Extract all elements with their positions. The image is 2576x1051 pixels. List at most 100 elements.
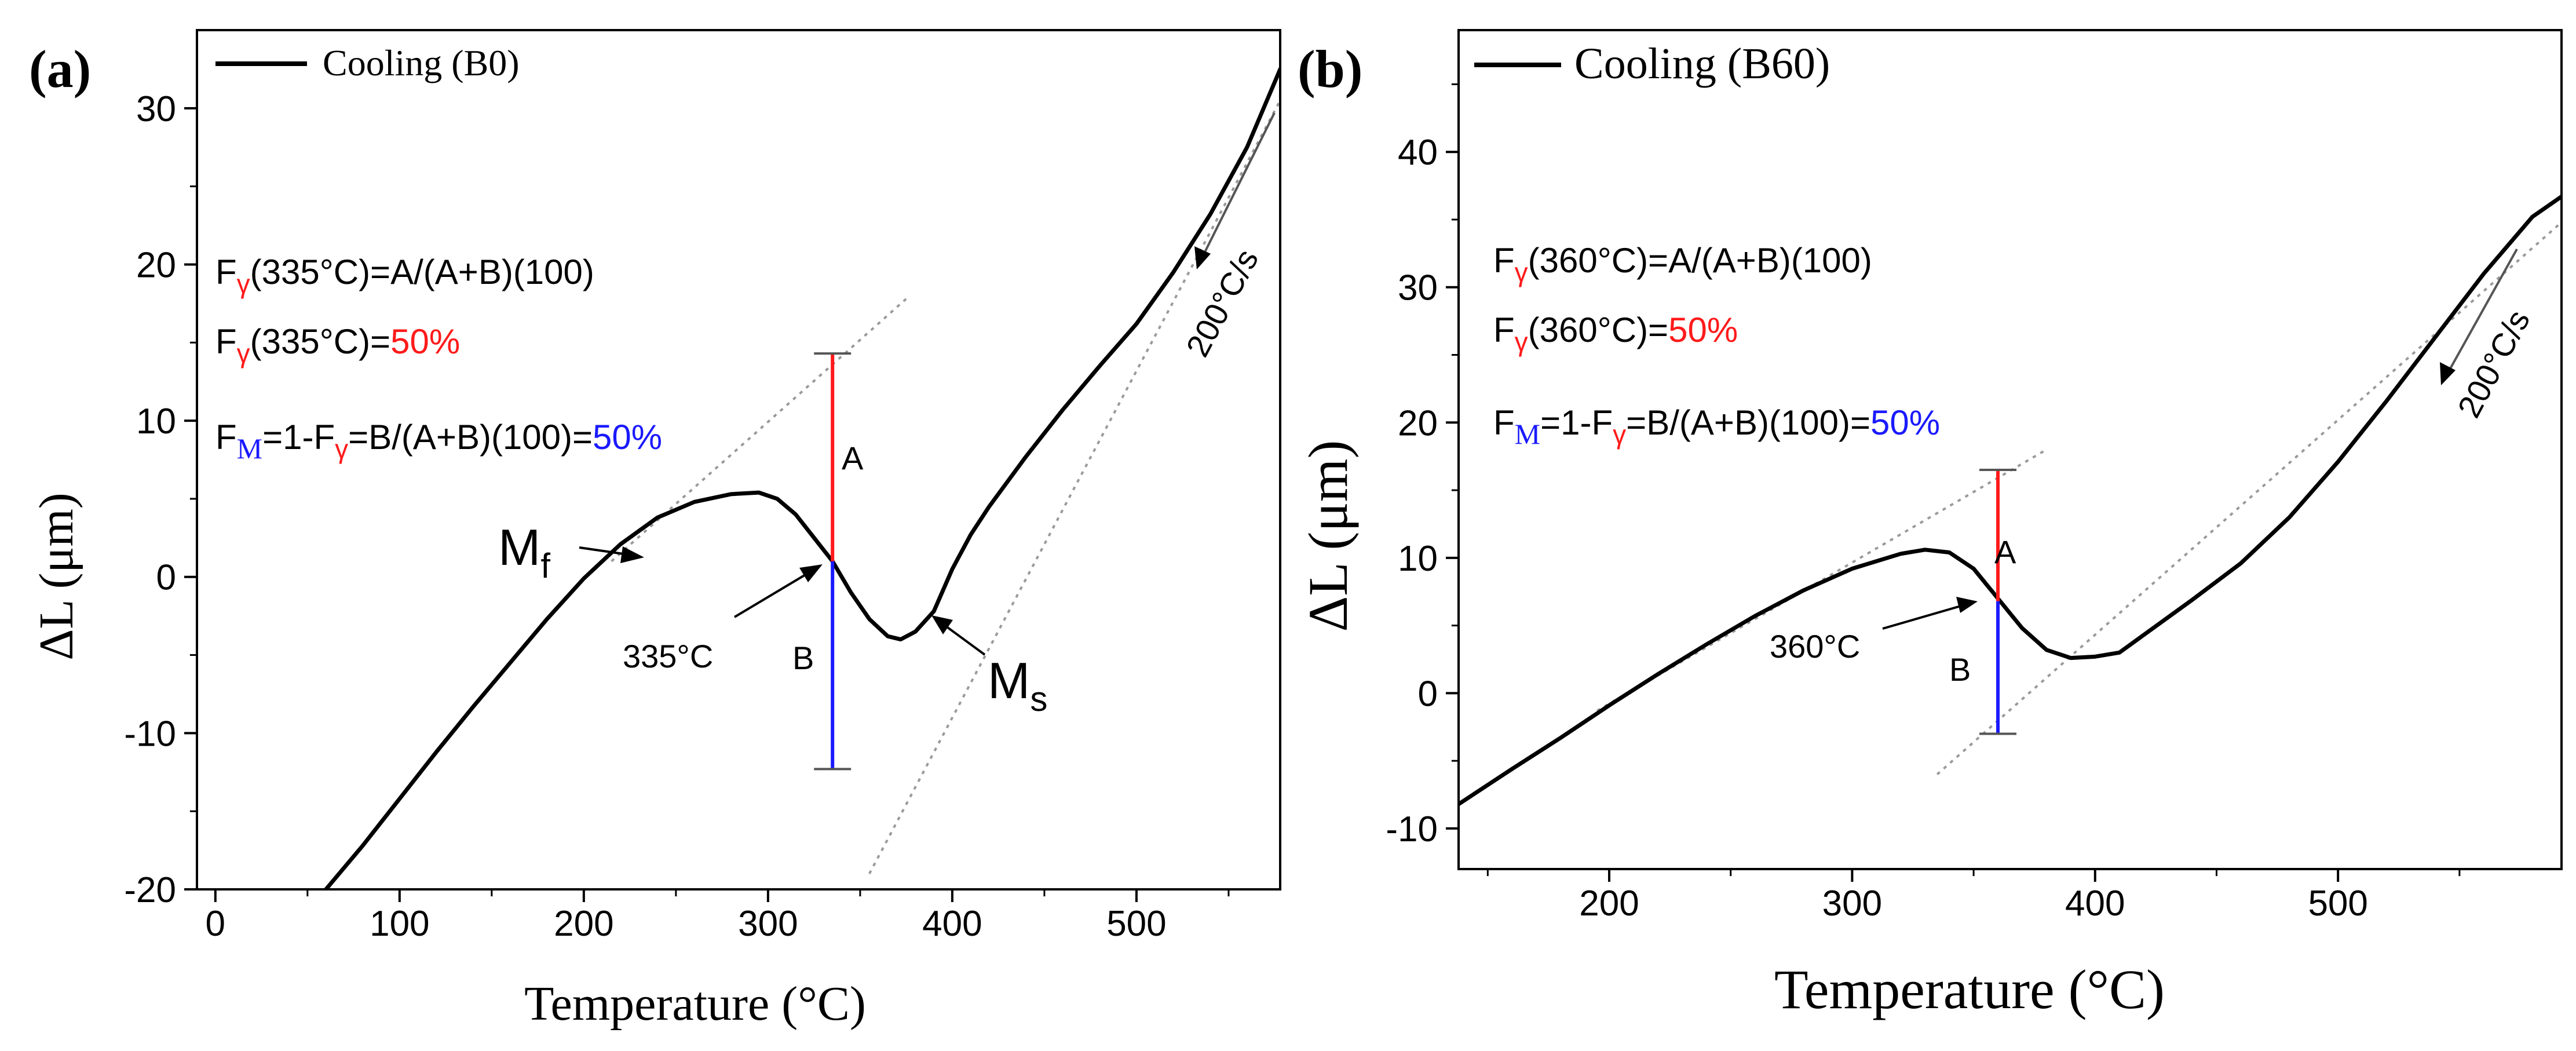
y-tick-label: -10 [124,714,176,754]
panel-b-axes: 200 300 400 500 -10 0 10 20 30 40 [1386,29,2563,924]
panel-b-label-b: B [1949,651,1971,688]
x-tick-label: 400 [2065,884,2125,924]
panel-a-label-a: A [842,440,864,476]
panel-b-label-a: A [1994,534,2016,570]
panel-a-legend-text: Cooling (B0) [323,42,520,83]
tangent-line-2 [868,100,1280,874]
formula-rest: =B/(A+B)(100)= [1626,403,1870,442]
x-tick-label: 400 [922,904,982,944]
formula-f: F [215,322,237,361]
formula-f: F [215,418,237,457]
formula-rest: (360°C)=A/(A+B)(100) [1528,241,1872,280]
y-tick-label: -20 [124,870,176,910]
panel-b-segments [1979,469,2017,735]
panel-a-segments [814,352,852,771]
panel-a-temp-arrowhead [799,564,823,582]
panel-a-formula-1: Fγ(335°C)=A/(A+B)(100) [215,253,594,299]
formula-value-red: 50% [390,322,460,361]
panel-a-tangents [611,100,1280,874]
y-tick-label: 0 [156,558,176,598]
x-tick-label: 200 [554,904,613,944]
panel-a-xlabel: Temperature (°C) [524,977,866,1031]
mf-main: M [498,519,540,576]
formula-value-blue: 50% [593,418,662,457]
panel-b-temp-arrow [1882,603,1967,630]
y-tick-label: 10 [1398,539,1438,579]
panel-b-ylabel: ΔL (μm) [1297,440,1359,632]
formula-f: F [1493,241,1515,280]
panel-a-ylabel: ΔL (μm) [30,492,83,660]
panel-b-rate-arrowhead [2440,362,2456,385]
ms-sub: s [1030,680,1047,718]
panel-a-label-b: B [792,640,814,676]
y-tick-label: 30 [1398,268,1438,308]
formula-mid: =1-F [262,418,335,457]
y-tick-label: -10 [1386,809,1438,849]
panel-b-temp-arrowhead [1956,597,1978,613]
panel-b-tangents [1596,221,2562,776]
y-tick-label: 20 [1398,403,1438,443]
panel-b-rate-label: 200°C/s [2450,304,2537,424]
panel-b-label: (b) [1298,39,1362,98]
formula-sub-gamma: γ [1613,419,1626,450]
panel-a-ms-arrowhead [931,615,953,634]
tangent-line-2 [1936,221,2562,776]
panel-a-ms-label: Ms [988,652,1047,718]
y-tick-label: 40 [1398,133,1438,173]
panel-a-label: (a) [29,39,91,98]
panel-a-curve-layer [324,67,1280,889]
formula-value-blue: 50% [1870,403,1940,442]
panel-a-formula-2: Fγ(335°C)=50% [215,322,460,368]
mf-sub: f [540,546,550,585]
panel-b-formula-3: FM=1-Fγ=B/(A+B)(100)=50% [1493,403,1940,450]
formula-f: F [1493,311,1515,349]
panel-b-rate-arrow [2446,249,2518,374]
panel-a-mf-arrowhead [620,546,644,563]
panel-a-formula-3: FM=1-Fγ=B/(A+B)(100)=50% [215,418,662,465]
formula-rest: (360°C)= [1528,311,1668,349]
formula-rest: (335°C)= [250,322,390,361]
panel-b-formula-1: Fγ(360°C)=A/(A+B)(100) [1493,241,1872,287]
panel-b-xlabel: Temperature (°C) [1774,958,2165,1020]
formula-f: F [1493,403,1515,442]
x-tick-label: 0 [206,904,225,944]
panel-a-temp-arrow [733,570,813,618]
panel-a: (a) 0 100 200 300 400 500 -20 -10 0 10 20 30 Coolin… [29,29,1281,1031]
plot-frame [1457,29,2563,870]
x-tick-label: 200 [1579,884,1639,924]
formula-sub-gamma: γ [335,434,348,464]
formula-sub-gamma: γ [237,269,250,299]
panel-b-curve-layer [1459,194,2562,807]
formula-sub-gamma: γ [237,338,250,368]
formula-rest: =B/(A+B)(100)= [348,418,593,457]
y-tick-label: 10 [136,402,176,441]
formula-sub-gamma: γ [1515,327,1528,357]
panel-b: (b) 200 300 400 500 -10 0 10 20 30 40 Cooling (B6… [1297,29,2563,1020]
panel-b-legend-text: Cooling (B60) [1574,39,1830,88]
x-tick-label: 500 [2308,884,2367,924]
y-tick-label: 20 [136,245,176,285]
plot-frame [196,29,1281,891]
formula-sub-gamma: γ [1515,257,1528,287]
panel-a-rate-label: 200°C/s [1179,243,1265,363]
panel-a-rate-arrow [1201,112,1276,258]
formula-value-red: 50% [1668,311,1738,349]
x-tick-label: 300 [738,904,798,944]
x-tick-label: 100 [370,904,429,944]
panel-a-rate-arrowhead [1194,246,1211,269]
panel-a-axes: 0 100 200 300 400 500 -20 -10 0 10 20 30 [124,29,1281,944]
ms-main: M [988,652,1030,709]
panel-a-mf-label: Mf [498,519,550,585]
formula-sub-m: M [1515,418,1540,450]
series-line-cooling [324,67,1280,889]
panel-a-ms-arrow [940,622,986,656]
panel-b-temp-label: 360°C [1770,628,1860,665]
panel-b-formula-2: Fγ(360°C)=50% [1493,311,1738,357]
y-tick-label: 0 [1418,674,1438,714]
formula-f: F [215,253,237,291]
y-tick-label: 30 [136,89,176,129]
x-tick-label: 300 [1822,884,1882,924]
formula-mid: =1-F [1540,403,1613,442]
formula-sub-m: M [237,432,262,465]
